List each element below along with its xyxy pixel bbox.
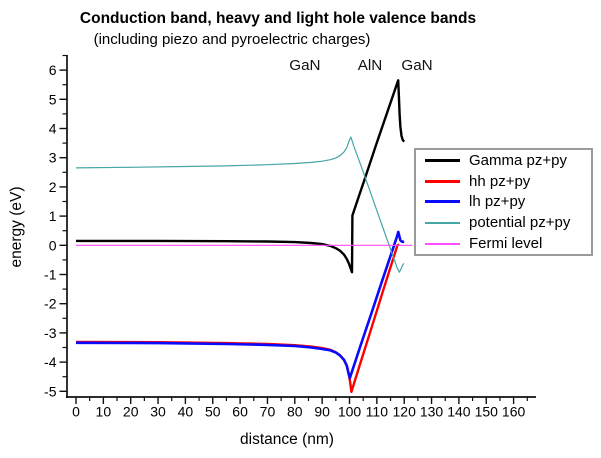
legend-label: Gamma pz+py (469, 151, 567, 169)
legend-line-sample (425, 242, 460, 245)
y-tick-label: -1 (44, 267, 57, 283)
legend-item-gamma-pz-py: Gamma pz+py (416, 150, 591, 171)
y-tick-label: 2 (49, 179, 57, 195)
y-tick-label: 6 (49, 62, 57, 78)
x-tick-label: 90 (314, 404, 330, 420)
legend-item-potential-pz-py: potential pz+py (416, 212, 591, 233)
x-tick-label: 70 (260, 404, 276, 420)
y-tick-label: 5 (49, 91, 57, 107)
x-tick-label: 40 (178, 404, 194, 420)
legend-item-fermi-level: Fermi level (416, 233, 591, 254)
y-tick-label: -5 (44, 383, 57, 399)
x-tick-label: 100 (338, 404, 362, 420)
x-tick-label: 30 (150, 404, 166, 420)
legend-label: Fermi level (469, 235, 543, 253)
legend-line-sample (425, 221, 460, 224)
x-tick-label: 10 (96, 404, 112, 420)
x-tick-label: 120 (393, 404, 417, 420)
legend-label: hh pz+py (469, 172, 531, 190)
y-tick-label: -4 (44, 354, 57, 370)
legend-line-sample (425, 200, 460, 204)
y-tick-label: 1 (49, 208, 57, 224)
x-tick-label: 0 (72, 404, 80, 420)
x-tick-label: 50 (205, 404, 221, 420)
x-tick-label: 150 (475, 404, 499, 420)
region-label-gan: GaN (289, 57, 320, 74)
x-tick-label: 160 (502, 404, 526, 420)
x-tick-label: 130 (420, 404, 444, 420)
chart-subtitle: (including piezo and pyroelectric charge… (93, 31, 371, 48)
legend-label: lh pz+py (469, 193, 526, 211)
series-line-potential-pz-py (75, 136, 405, 273)
legend-line-sample (425, 179, 460, 183)
region-label-gan: GaN (401, 57, 432, 74)
x-tick-label: 20 (123, 404, 139, 420)
y-tick-label: -2 (44, 296, 57, 312)
y-tick-label: -3 (44, 325, 57, 341)
series-line-lh-pz-py (75, 230, 405, 380)
legend-item-hh-pz-py: hh pz+py (416, 171, 591, 192)
legend: Gamma pz+py hh pz+py lh pz+py potential pz+… (414, 148, 593, 256)
x-tick-label: 80 (287, 404, 303, 420)
x-axis-label: distance (nm) (240, 431, 334, 448)
y-tick-label: 3 (49, 150, 57, 166)
chart-title: Conduction band, heavy and light hole va… (79, 10, 477, 27)
x-tick-label: 140 (447, 404, 471, 420)
y-tick-label: 0 (49, 237, 57, 253)
y-tick-label: 4 (49, 121, 57, 137)
x-tick-label: 110 (366, 404, 389, 420)
legend-label: potential pz+py (469, 214, 571, 232)
legend-line-sample (425, 158, 460, 162)
x-tick-label: 60 (232, 404, 248, 420)
region-label-aln: AlN (358, 57, 382, 74)
series-line-gamma-pz-py (76, 79, 406, 274)
legend-item-lh-pz-py: lh pz+py (416, 192, 591, 213)
